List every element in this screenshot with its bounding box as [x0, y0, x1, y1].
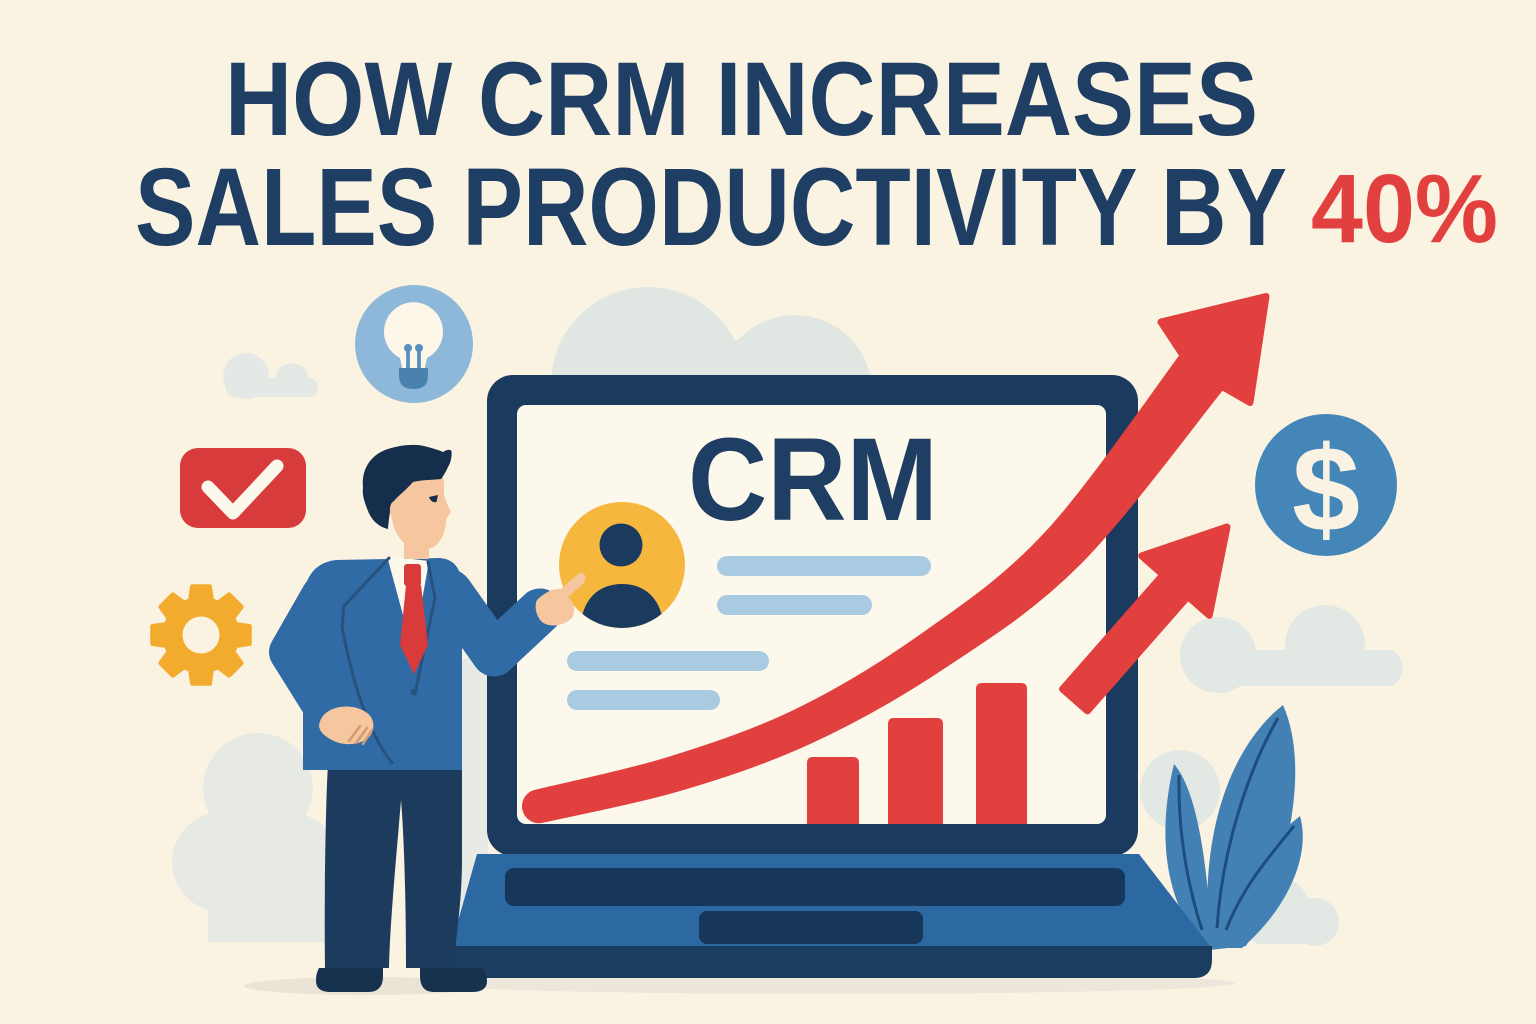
- svg-text:40%: 40%: [1311, 154, 1498, 263]
- svg-text:HOW CRM INCREASES: HOW CRM INCREASES: [225, 41, 1258, 158]
- svg-text:$: $: [1292, 421, 1360, 557]
- svg-text:CRM: CRM: [688, 414, 938, 546]
- svg-text:SALES PRODUCTIVITY BY: SALES PRODUCTIVITY BY: [135, 146, 1287, 269]
